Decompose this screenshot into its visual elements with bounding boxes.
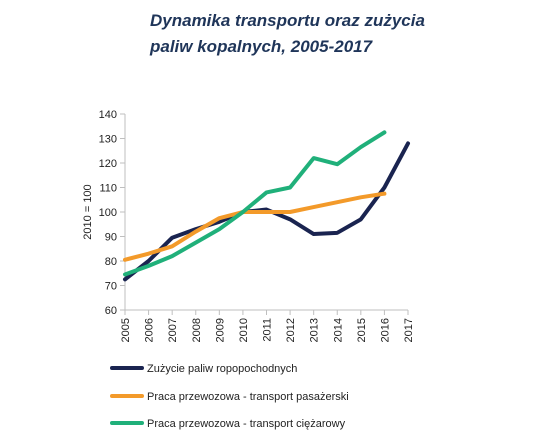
series-line-1 [123, 141, 410, 282]
x-tick-label: 2013 [309, 318, 321, 342]
x-tick-label: 2016 [379, 318, 391, 342]
x-tick-label: 2011 [262, 318, 274, 342]
y-tick-label: 70 [105, 281, 117, 293]
series-lines [123, 130, 410, 282]
chart-title-line-1: Dynamika transportu oraz zużycia [150, 11, 425, 30]
y-tick-label: 120 [99, 158, 117, 170]
y-axis-title: 2010 = 100 [82, 184, 94, 239]
y-tick-label: 100 [99, 207, 117, 219]
x-tick-label: 2009 [214, 318, 226, 342]
y-tick-label: 110 [99, 183, 117, 195]
legend-label: Zużycie paliw ropopochodnych [147, 363, 297, 375]
y-tick-label: 80 [105, 256, 117, 268]
series-line-2 [123, 191, 387, 262]
chart-title: Dynamika transportu oraz zużycia paliw k… [150, 8, 470, 60]
x-tick-label: 2017 [403, 318, 415, 342]
x-tick-label: 2010 [238, 318, 250, 342]
legend-label: Praca przewozowa - transport pasażerski [147, 391, 349, 403]
legend-item-2: Praca przewozowa - transport pasażerski [110, 391, 349, 403]
x-tick-label: 2012 [285, 318, 297, 342]
x-tick-label: 2007 [167, 318, 179, 342]
y-tick-label: 60 [105, 305, 117, 317]
legend-label: Praca przewozowa - transport ciężarowy [147, 418, 346, 430]
x-tick-label: 2006 [144, 318, 156, 342]
y-tick-label: 140 [99, 109, 117, 121]
x-tick-label: 2014 [332, 318, 344, 342]
legend: Zużycie paliw ropopochodnych Praca przewo… [110, 363, 349, 430]
tick-labels: 60 70 80 90 100 110 120 130 140 2005 2006 2007 2008 2… [82, 109, 415, 342]
legend-item-3: Praca przewozowa - transport ciężarowy [110, 418, 346, 430]
chart-title-line-2: paliw kopalnych, 2005-2017 [150, 37, 373, 56]
y-tick-label: 130 [99, 134, 117, 146]
legend-item-1: Zużycie paliw ropopochodnych [110, 363, 297, 375]
x-tick-label: 2008 [191, 318, 203, 342]
x-tick-label: 2015 [356, 318, 368, 342]
y-tick-label: 90 [105, 232, 117, 244]
x-tick-label: 2005 [120, 318, 132, 342]
series-line-3 [123, 130, 387, 277]
